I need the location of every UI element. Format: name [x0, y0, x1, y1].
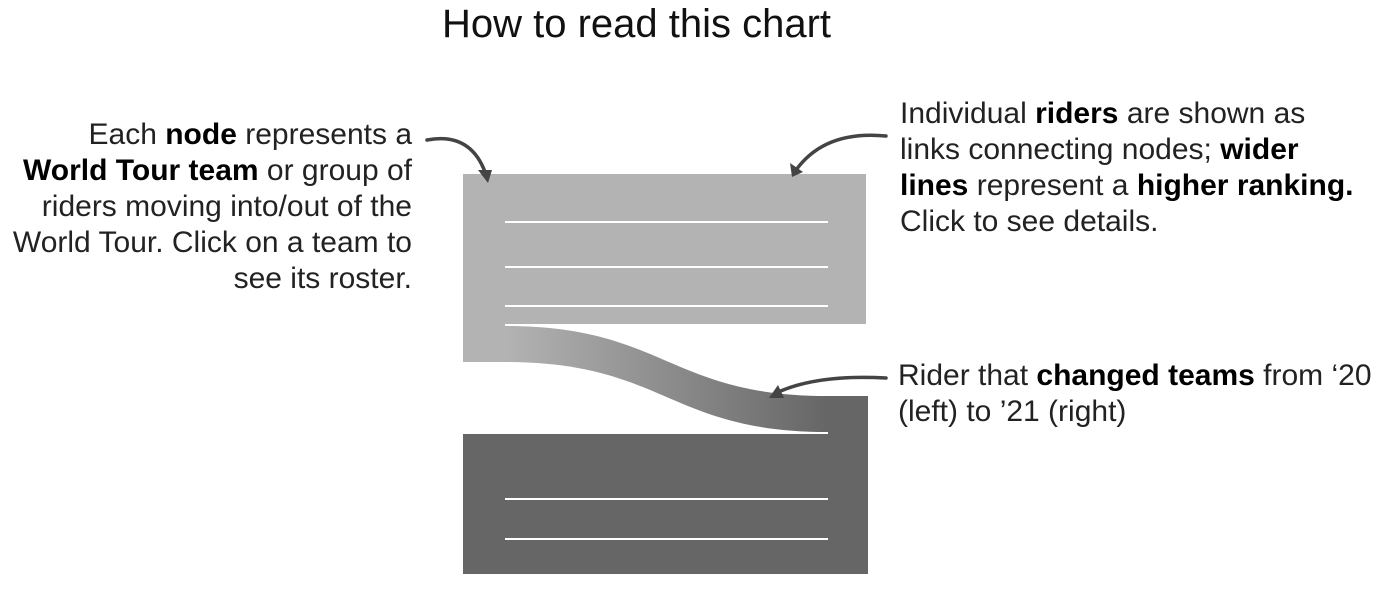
arrow-to-changed-rider — [772, 375, 888, 396]
team-b-node-2021[interactable] — [828, 396, 868, 574]
riders-term: riders — [1035, 97, 1119, 130]
higher-ranking-term: higher ranking. — [1136, 169, 1354, 202]
rider-link[interactable] — [505, 174, 828, 221]
node-text-3: or group of riders moving into/out of th… — [12, 154, 412, 295]
team-b-links[interactable] — [505, 434, 828, 574]
chart-title: How to read this chart — [441, 2, 832, 46]
change-text-2: from ‘20 (left) to ’21 (right) — [898, 359, 1372, 428]
changed-teams-term: changed teams — [1036, 359, 1255, 392]
changed-team-explanation: Rider that changed teams from ‘20 (left)… — [898, 358, 1378, 430]
changed-team-rider-link[interactable] — [505, 326, 828, 432]
riders-text-4: Click to see details. — [900, 205, 1159, 238]
arrowhead-changed-rider — [769, 385, 784, 398]
riders-text-1: Individual — [900, 97, 1036, 130]
team-b-node-2020[interactable] — [463, 434, 505, 574]
wider-lines-term: wider lines — [900, 133, 1299, 202]
rider-link[interactable] — [505, 268, 828, 305]
node-explanation: Each node represents a World Tour team o… — [10, 117, 412, 297]
world-tour-team-term: World Tour team — [23, 154, 259, 187]
node-term: node — [165, 118, 237, 151]
rider-link[interactable] — [505, 500, 828, 538]
riders-text-2: are shown as links connecting nodes; — [900, 97, 1306, 166]
rider-link[interactable] — [505, 540, 828, 574]
arrow-to-riders — [794, 133, 888, 172]
riders-explanation: Individual riders are shown as links con… — [900, 96, 1370, 240]
node-text-1: Each — [88, 118, 166, 151]
rider-link[interactable] — [505, 434, 828, 498]
arrowhead-node — [478, 170, 492, 183]
team-a-links[interactable] — [505, 174, 828, 324]
change-text-1: Rider that — [898, 359, 1037, 392]
arrow-to-node — [425, 137, 487, 174]
rider-link[interactable] — [505, 223, 828, 266]
node-text-2: represents a — [236, 118, 412, 151]
arrowhead-riders — [790, 163, 803, 177]
team-a-node-2020[interactable] — [463, 174, 505, 362]
rider-link[interactable] — [505, 307, 828, 324]
team-a-node-2021[interactable] — [828, 174, 866, 324]
riders-text-3: represent a — [968, 169, 1137, 202]
